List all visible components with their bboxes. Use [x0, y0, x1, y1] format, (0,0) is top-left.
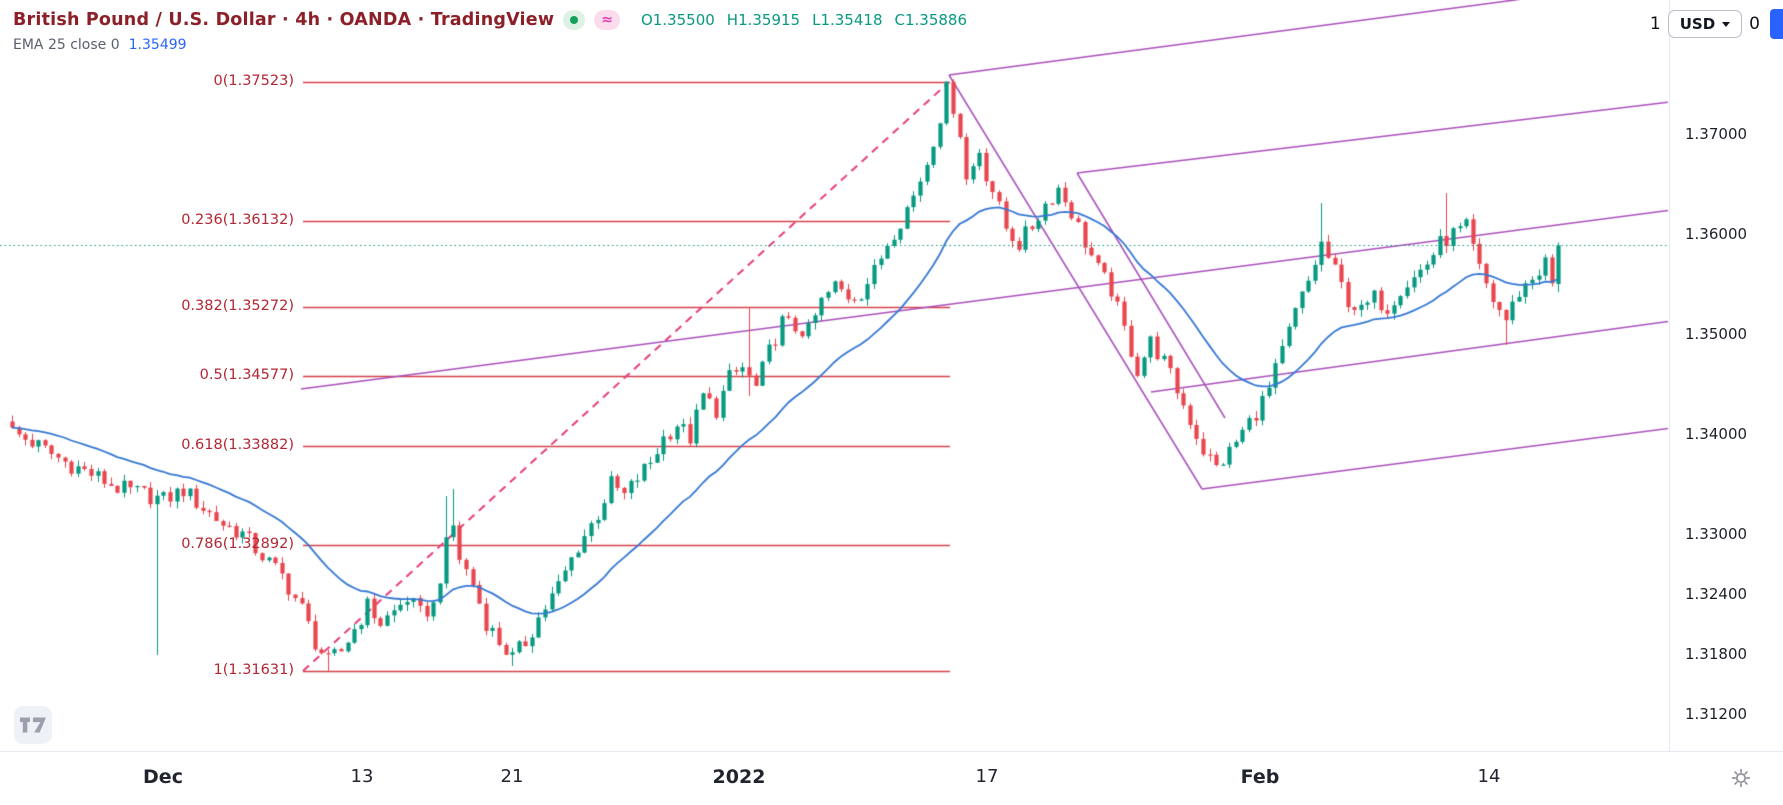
price-axis-label: 1.36000	[1685, 225, 1748, 243]
symbol-title[interactable]: British Pound / U.S. Dollar · 4h · OANDA…	[13, 10, 555, 30]
currency-prefix: 1	[1649, 14, 1661, 34]
approx-price-chip[interactable]: ≈	[594, 10, 620, 30]
price-axis[interactable]: 1.37000 1.36000 1.35000 1.34000 1.33000 1.324…	[1669, 0, 1783, 752]
time-axis-label: 2022	[712, 766, 766, 788]
time-axis-label: Feb	[1240, 766, 1280, 788]
price-axis-label: 1.33000	[1685, 525, 1748, 543]
legend-row-indicator: EMA 25 close 0 1.35499	[13, 37, 967, 53]
chevron-down-icon	[1722, 21, 1731, 27]
currency-selector-button[interactable]: USD	[1667, 10, 1743, 38]
low-value: 1.35418	[820, 11, 883, 29]
price-axis-label: 1.34000	[1685, 425, 1748, 443]
price-badge-partial	[1770, 9, 1783, 39]
time-axis-label: 17	[975, 766, 999, 787]
open-value: 1.35500	[652, 11, 715, 29]
open-label: O	[640, 11, 653, 29]
close-value: 1.35886	[904, 11, 967, 29]
high-value: 1.35915	[738, 11, 801, 29]
indicator-label[interactable]: EMA 25 close 0	[13, 37, 120, 53]
low-label: L	[812, 11, 821, 29]
chart-legend: British Pound / U.S. Dollar · 4h · OANDA…	[13, 10, 967, 53]
tradingview-logo-glyph	[20, 717, 46, 733]
ohlc-values: O 1.35500 H 1.35915 L 1.35418 C 1.35886	[641, 11, 967, 29]
price-axis-label: 1.31800	[1685, 645, 1748, 663]
time-axis[interactable]: Dec 13 21 2022 17 Feb 14	[0, 751, 1783, 805]
price-axis-label: 1.31200	[1685, 705, 1748, 723]
status-dot-icon	[570, 16, 579, 24]
price-axis-label: 1.37000	[1685, 125, 1748, 143]
legend-row-symbol: British Pound / U.S. Dollar · 4h · OANDA…	[13, 10, 967, 30]
settings-gear-icon[interactable]	[1731, 768, 1751, 792]
currency-toolbar: 1 USD 0	[1650, 9, 1783, 39]
price-axis-label: 1.32400	[1685, 585, 1748, 603]
currency-suffix: 0	[1749, 14, 1760, 34]
time-axis-label: Dec	[143, 766, 183, 788]
high-label: H	[726, 11, 739, 29]
approx-icon: ≈	[601, 12, 613, 28]
time-axis-label: 13	[350, 766, 374, 787]
currency-label: USD	[1679, 15, 1716, 33]
time-axis-label: 21	[500, 766, 524, 787]
close-label: C	[894, 11, 905, 29]
tradingview-logo[interactable]	[14, 706, 52, 744]
time-axis-label: 14	[1477, 766, 1501, 787]
price-axis-label: 1.35000	[1685, 325, 1748, 343]
indicator-value: 1.35499	[128, 37, 187, 53]
market-status-chip[interactable]	[563, 10, 586, 30]
